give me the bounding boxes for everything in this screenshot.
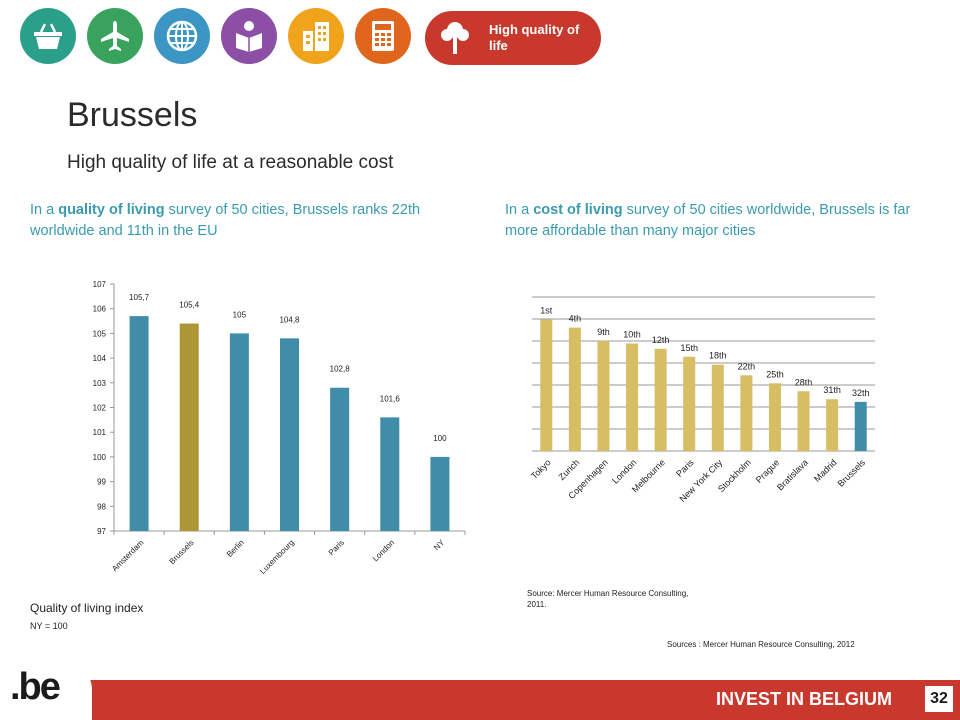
data-label: 102,8 bbox=[330, 365, 351, 374]
bar bbox=[540, 319, 553, 451]
y-tick-label: 102 bbox=[93, 404, 107, 413]
chart-source: Source: Mercer Human Resource Consulting… bbox=[527, 589, 689, 609]
y-tick-label: 103 bbox=[93, 379, 107, 388]
data-label: 100 bbox=[433, 434, 447, 443]
bar bbox=[597, 340, 610, 451]
bar bbox=[330, 387, 350, 531]
nav-airplane[interactable] bbox=[87, 8, 143, 64]
data-label: 105,4 bbox=[179, 301, 200, 310]
bar bbox=[797, 391, 810, 451]
reader-icon bbox=[236, 21, 262, 52]
x-tick-label: Zurich bbox=[557, 457, 582, 482]
y-tick-label: 106 bbox=[93, 305, 107, 314]
quality-intro: In a quality of living survey of 50 citi… bbox=[30, 200, 430, 242]
tree-icon bbox=[441, 22, 469, 54]
nav-reader[interactable] bbox=[221, 8, 277, 64]
y-tick-label: 97 bbox=[97, 527, 106, 536]
be-logo: .be bbox=[0, 660, 92, 720]
quality-intro-bold: quality of living bbox=[58, 202, 165, 218]
nav-buildings[interactable] bbox=[288, 8, 344, 64]
data-label: 104,8 bbox=[279, 315, 300, 324]
data-label: 18th bbox=[709, 351, 727, 361]
buildings-icon bbox=[303, 22, 329, 51]
nav-pill-label: High quality of life bbox=[489, 22, 580, 53]
cost-intro-pre: In a bbox=[505, 202, 534, 218]
data-label: 31th bbox=[823, 385, 841, 395]
basket-icon bbox=[34, 23, 62, 49]
bar bbox=[568, 327, 581, 451]
nav-globe[interactable] bbox=[154, 8, 210, 64]
data-label: 101,6 bbox=[380, 394, 401, 403]
page-subtitle: High quality of life at a reasonable cos… bbox=[67, 152, 394, 173]
x-tick-label: Prague bbox=[754, 457, 782, 485]
data-label: 22th bbox=[738, 361, 756, 371]
data-label: 9th bbox=[597, 327, 610, 337]
quality-index-label: Quality of living index bbox=[30, 601, 144, 615]
bar bbox=[129, 316, 149, 531]
data-label: 105 bbox=[233, 310, 247, 319]
bar bbox=[179, 323, 199, 531]
globe-icon bbox=[166, 20, 198, 52]
bar bbox=[740, 375, 753, 451]
calculator-icon bbox=[372, 21, 394, 51]
y-tick-label: 107 bbox=[93, 280, 107, 289]
data-label: 12th bbox=[652, 335, 670, 345]
bar bbox=[229, 333, 249, 531]
airplane-icon bbox=[101, 21, 129, 51]
x-tick-label: Brussels bbox=[836, 457, 868, 489]
cost-intro-post: survey of 50 cities worldwide, Brussels … bbox=[505, 202, 911, 239]
bar bbox=[711, 364, 724, 451]
page-source: Sources : Mercer Human Resource Consulti… bbox=[667, 640, 855, 649]
be-logo-text: .be bbox=[10, 666, 61, 708]
page-title: Brussels bbox=[67, 96, 198, 134]
bar bbox=[280, 338, 299, 531]
data-label: 4th bbox=[569, 314, 582, 324]
cost-intro-bold: cost of living bbox=[533, 202, 623, 218]
footer-title: INVEST IN BELGIUM bbox=[716, 689, 893, 709]
bar bbox=[854, 401, 867, 451]
quality-index-note: NY = 100 bbox=[30, 621, 68, 631]
bar bbox=[768, 383, 781, 451]
data-label: 1st bbox=[540, 306, 553, 316]
data-label: 25th bbox=[766, 369, 784, 379]
data-label: 105,7 bbox=[129, 293, 150, 302]
data-label: 28th bbox=[795, 377, 813, 387]
y-tick-label: 98 bbox=[97, 502, 106, 511]
nav-basket[interactable] bbox=[20, 8, 76, 64]
bar bbox=[654, 348, 667, 451]
nav-calculator[interactable] bbox=[355, 8, 411, 64]
cost-intro: In a cost of living survey of 50 cities … bbox=[505, 200, 935, 242]
x-tick-label: London bbox=[610, 457, 638, 485]
quality-intro-post: survey of 50 cities, Brussels ranks 22th… bbox=[30, 202, 421, 239]
data-label: 15th bbox=[680, 343, 698, 353]
x-tick-label: Paris bbox=[674, 457, 696, 479]
bar bbox=[380, 417, 400, 531]
nav-high-quality-of-life[interactable]: High quality of life bbox=[425, 11, 601, 65]
bar bbox=[683, 356, 696, 451]
y-tick-label: 100 bbox=[93, 453, 107, 462]
x-tick-label: Tokyo bbox=[529, 457, 553, 481]
y-tick-label: 105 bbox=[93, 329, 107, 338]
bar bbox=[826, 399, 839, 451]
x-tick-label: Bratislava bbox=[775, 457, 810, 492]
footer-bar bbox=[0, 680, 960, 720]
data-label: 32th bbox=[852, 388, 870, 398]
y-tick-label: 104 bbox=[93, 354, 107, 363]
bar bbox=[430, 456, 450, 531]
quality-intro-pre: In a bbox=[30, 202, 59, 218]
y-tick-label: 101 bbox=[93, 428, 107, 437]
data-label: 10th bbox=[623, 330, 641, 340]
page-number: 32 bbox=[925, 686, 953, 712]
x-tick-label: Madrid bbox=[812, 457, 839, 484]
bar bbox=[626, 343, 639, 451]
y-tick-label: 99 bbox=[97, 478, 106, 487]
